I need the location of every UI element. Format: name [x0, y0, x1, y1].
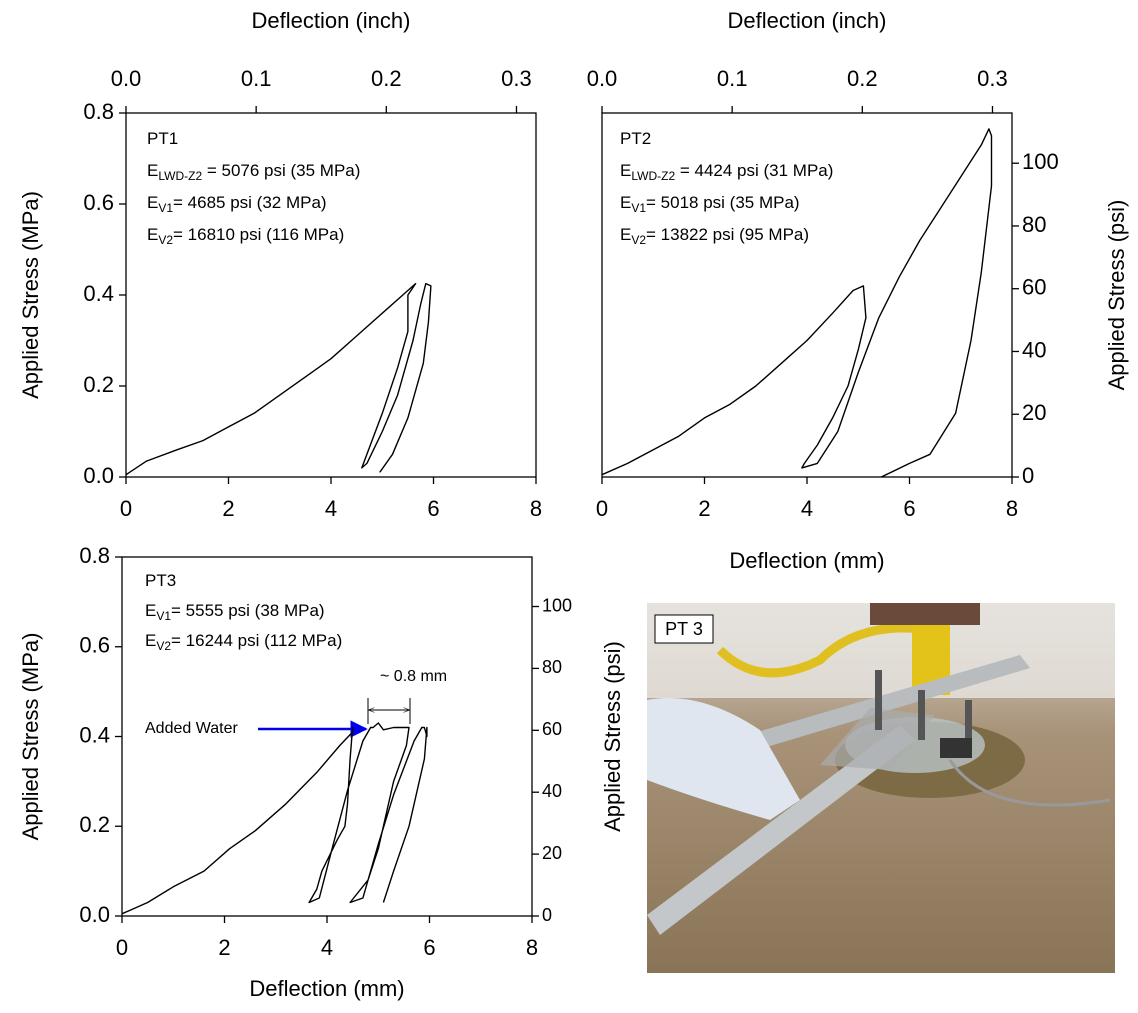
y2-tick-label: 20 — [542, 843, 562, 863]
x-axis-label: Deflection (mm) — [729, 548, 884, 573]
y-axis-label: Applied Stress (MPa) — [18, 191, 43, 399]
annotation-text: = 4424 psi (31 MPa) — [675, 161, 833, 180]
annotation-text: = 13822 psi (95 MPa) — [646, 225, 809, 244]
y-tick-label: 0.2 — [79, 812, 110, 837]
photo: PT 3 — [647, 603, 1115, 973]
x2-tick-label: 0.1 — [241, 66, 272, 91]
x-tick-label: 4 — [325, 496, 337, 521]
y2-tick-label: 100 — [1022, 149, 1059, 174]
y2-tick-label: 80 — [542, 657, 562, 677]
y2-axis-label: Applied Stress (psi) — [1104, 200, 1129, 391]
annotation-symbol: E — [620, 161, 631, 180]
y-tick-label: 0.8 — [83, 99, 114, 124]
annotation: PT3 — [145, 571, 176, 590]
data-line — [601, 128, 993, 478]
y-tick-label: 0.2 — [83, 372, 114, 397]
x-tick-label: 8 — [530, 496, 542, 521]
note: ~ 0.8 mm — [380, 668, 447, 685]
y-tick-label: 0.8 — [79, 543, 110, 568]
y2-tick-label: 0 — [1022, 463, 1034, 488]
y-tick-label: 0.0 — [79, 902, 110, 927]
annotation-text: PT1 — [147, 129, 178, 148]
annotation: EV1= 5555 psi (38 MPa) — [145, 601, 325, 623]
annotation: ELWD-Z2 = 5076 psi (35 MPa) — [147, 161, 360, 183]
y2-axis-label: Applied Stress (psi) — [600, 641, 625, 832]
annotation-text: = 4685 psi (32 MPa) — [173, 193, 327, 212]
y2-tick-label: 20 — [1022, 400, 1046, 425]
y2-tick-label: 0 — [542, 905, 552, 925]
data-line — [121, 722, 428, 915]
x-axis-label: Deflection (mm) — [249, 976, 404, 1001]
y2-tick-label: 60 — [1022, 275, 1046, 300]
annotation-subscript: LWD-Z2 — [158, 169, 202, 183]
x-tick-label: 0 — [116, 935, 128, 960]
x-tick-label: 0 — [596, 496, 608, 521]
x-tick-label: 8 — [1006, 496, 1018, 521]
annotation-symbol: E — [147, 161, 158, 180]
annotation: EV2= 16810 psi (116 MPa) — [147, 225, 344, 247]
annotation-text: = 5555 psi (38 MPa) — [171, 601, 325, 620]
x2-tick-label: 0.1 — [717, 66, 748, 91]
x-tick-label: 4 — [801, 496, 813, 521]
annotation-symbol: E — [145, 631, 156, 650]
x-tick-label: 0 — [120, 496, 132, 521]
y2-tick-label: 40 — [542, 781, 562, 801]
annotation: EV2= 13822 psi (95 MPa) — [620, 225, 809, 247]
annotation-subscript: V1 — [631, 201, 646, 215]
annotation-text: = 5076 psi (35 MPa) — [202, 161, 360, 180]
y-tick-label: 0.4 — [79, 722, 110, 747]
photo-label: PT 3 — [665, 619, 703, 639]
y2-tick-label: 100 — [542, 595, 572, 615]
annotation-symbol: E — [620, 225, 631, 244]
x2-axis-label: Deflection (inch) — [728, 8, 887, 33]
annotation-subscript: V1 — [156, 609, 171, 623]
x-tick-label: 6 — [423, 935, 435, 960]
annotation: EV1= 5018 psi (35 MPa) — [620, 193, 800, 215]
x-tick-label: 4 — [321, 935, 333, 960]
annotation-text: = 16244 psi (112 MPa) — [171, 631, 342, 650]
annotation-symbol: E — [147, 193, 158, 212]
annotation-symbol: E — [147, 225, 158, 244]
x-tick-label: 2 — [698, 496, 710, 521]
y2-tick-label: 80 — [1022, 212, 1046, 237]
x2-tick-label: 0.0 — [111, 66, 142, 91]
annotation-text: = 16810 psi (116 MPa) — [173, 225, 344, 244]
y-tick-label: 0.4 — [83, 281, 114, 306]
y-tick-label: 0.6 — [79, 633, 110, 658]
x-tick-label: 8 — [526, 935, 538, 960]
annotation-subscript: V2 — [156, 639, 171, 653]
x-tick-label: 6 — [427, 496, 439, 521]
annotation: EV2= 16244 psi (112 MPa) — [145, 631, 342, 653]
x-tick-label: 2 — [218, 935, 230, 960]
annotation: PT2 — [620, 129, 651, 148]
x-tick-label: 2 — [222, 496, 234, 521]
x2-tick-label: 0.3 — [977, 66, 1008, 91]
data-line — [125, 282, 432, 476]
x2-axis-label: Deflection (inch) — [252, 8, 411, 33]
annotation-subscript: V2 — [631, 233, 646, 247]
annotation: ELWD-Z2 = 4424 psi (31 MPa) — [620, 161, 833, 183]
y2-tick-label: 60 — [542, 719, 562, 739]
y-tick-label: 0.6 — [83, 190, 114, 215]
y2-tick-label: 40 — [1022, 337, 1046, 362]
y-tick-label: 0.0 — [83, 463, 114, 488]
x2-tick-label: 0.3 — [501, 66, 532, 91]
x2-tick-label: 0.2 — [847, 66, 878, 91]
annotation-subscript: V2 — [158, 233, 173, 247]
annotation: EV1= 4685 psi (32 MPa) — [147, 193, 327, 215]
x2-tick-label: 0.0 — [587, 66, 618, 91]
annotation-text: PT2 — [620, 129, 651, 148]
annotation-subscript: LWD-Z2 — [631, 169, 675, 183]
annotation: PT1 — [147, 129, 178, 148]
annotation-subscript: V1 — [158, 201, 173, 215]
x-tick-label: 6 — [903, 496, 915, 521]
annotation-text: = 5018 psi (35 MPa) — [646, 193, 800, 212]
note: Added Water — [145, 720, 238, 737]
annotation-symbol: E — [620, 193, 631, 212]
annotation-symbol: E — [145, 601, 156, 620]
annotation-text: PT3 — [145, 571, 176, 590]
x2-tick-label: 0.2 — [371, 66, 402, 91]
y-axis-label: Applied Stress (MPa) — [18, 633, 43, 841]
